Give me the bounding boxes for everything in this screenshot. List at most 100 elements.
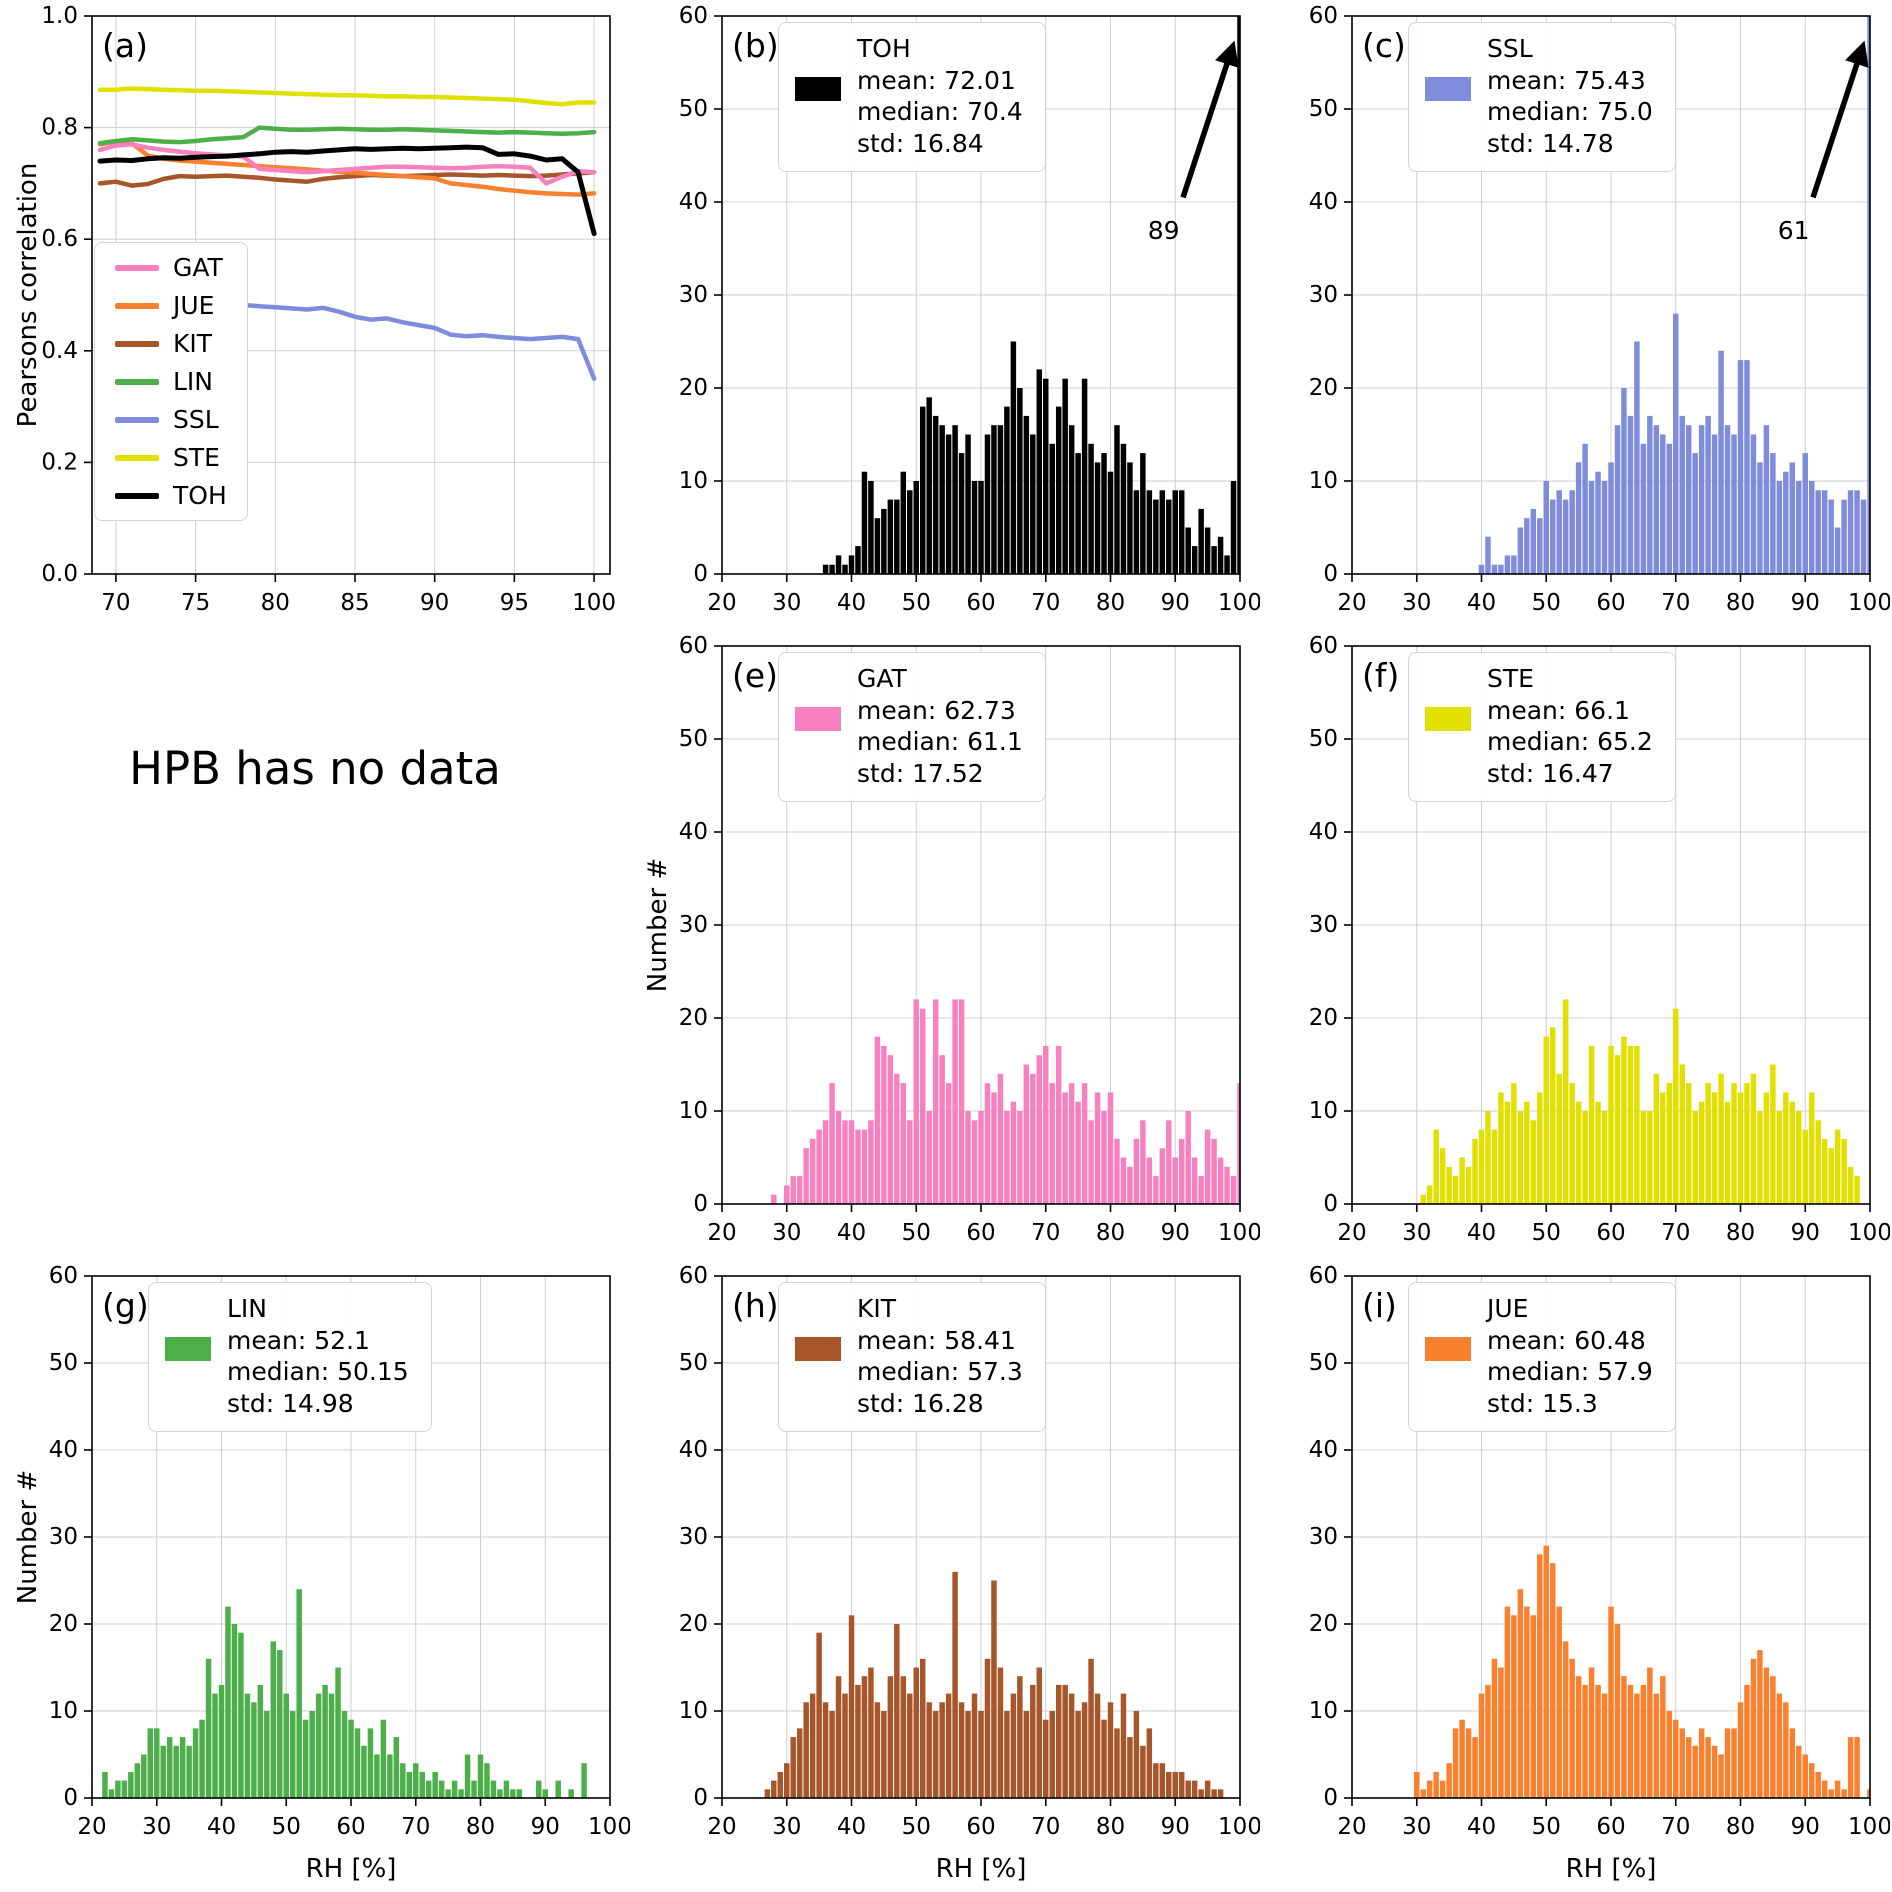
svg-text:50: 50 [1532,590,1561,616]
legend-mean: mean: 66.1 [1487,695,1630,725]
svg-text:40: 40 [679,189,708,215]
svg-text:75: 75 [181,590,210,616]
svg-text:20: 20 [77,1814,106,1840]
svg-text:30: 30 [1309,912,1338,938]
legend-median: median: 50.15 [227,1357,409,1386]
svg-text:40: 40 [679,1437,708,1463]
svg-text:60: 60 [1309,3,1338,29]
panel-g: 20 30 40 50 60 70 80 90 100 0 10 20 30 40 50 60 (g) Num… [0,1260,630,1890]
legend-line-swatch [115,340,159,347]
legend-label: SSL [173,405,219,434]
legend-median: median: 57.9 [1487,1357,1653,1386]
svg-text:100: 100 [1218,590,1260,616]
svg-text:50: 50 [1309,1350,1338,1376]
svg-text:100: 100 [1848,1814,1890,1840]
svg-text:40: 40 [207,1814,236,1840]
legend-line-swatch [115,454,159,461]
svg-text:40: 40 [49,1437,78,1463]
svg-text:0: 0 [1323,561,1338,587]
legend: TOH mean: 72.01 median: 70.4 std: 16.84 [778,22,1046,172]
svg-text:30: 30 [772,1220,801,1246]
svg-text:50: 50 [902,590,931,616]
svg-text:50: 50 [679,96,708,122]
svg-text:50: 50 [902,1220,931,1246]
legend-std: std: 17.52 [857,758,984,788]
svg-text:70: 70 [1661,590,1690,616]
legend-swatch [795,1337,841,1361]
svg-text:50: 50 [902,1814,931,1840]
svg-text:0.8: 0.8 [41,115,78,141]
svg-text:100: 100 [572,590,616,616]
svg-text:40: 40 [837,1814,866,1840]
legend-item-ste: STE [115,443,227,472]
svg-text:50: 50 [679,726,708,752]
svg-text:20: 20 [1337,1220,1366,1246]
histogram-ssl: 20 30 40 50 60 70 80 90 100 0 10 20 30 40 50 60 61 [1309,3,1890,616]
svg-text:80: 80 [1096,590,1125,616]
panel-c: 20 30 40 50 60 70 80 90 100 0 10 20 30 40 50 60 61 (c) S… [1260,0,1890,630]
svg-text:85: 85 [340,590,369,616]
legend-label: KIT [173,329,213,358]
legend-series-name: STE [1487,664,1534,693]
svg-text:50: 50 [1309,96,1338,122]
svg-text:60: 60 [1309,633,1338,659]
svg-text:10: 10 [679,1698,708,1724]
svg-text:90: 90 [531,1814,560,1840]
legend-series-name: KIT [857,1294,897,1323]
y-axis-label: Number # [643,857,673,993]
svg-text:100: 100 [1848,1220,1890,1246]
legend: LIN mean: 52.1 median: 50.15 std: 14.98 [148,1282,432,1432]
legend-mean: mean: 72.01 [857,65,1016,95]
svg-text:60: 60 [679,3,708,29]
legend-swatch [795,77,841,101]
panel-letter-i: (i) [1362,1286,1397,1325]
svg-text:50: 50 [679,1350,708,1376]
svg-text:100: 100 [1218,1220,1260,1246]
legend-swatch [165,1337,211,1361]
svg-text:10: 10 [1309,1698,1338,1724]
legend-mean: mean: 60.48 [1487,1325,1646,1355]
y-axis-label: Number # [13,1469,43,1605]
panel-letter-b: (b) [732,26,779,65]
svg-text:100: 100 [588,1814,630,1840]
legend-std: std: 14.78 [1487,128,1614,158]
svg-text:70: 70 [1031,1814,1060,1840]
panel-a: 70 75 80 85 90 95 100 0.0 0.2 0.4 0.6 0.8 1.0 (a) Pe… [0,0,630,630]
svg-text:80: 80 [466,1814,495,1840]
svg-text:30: 30 [1402,590,1431,616]
svg-text:90: 90 [1161,590,1190,616]
svg-text:80: 80 [1726,1814,1755,1840]
svg-text:0: 0 [1323,1191,1338,1217]
legend-median: median: 70.4 [857,97,1023,126]
panel-letter-g: (g) [102,1286,149,1325]
svg-text:10: 10 [679,468,708,494]
histogram-jue: 20 30 40 50 60 70 80 90 100 0 10 20 30 40 50 60 [1309,1263,1890,1840]
svg-text:40: 40 [1467,1220,1496,1246]
svg-text:0.4: 0.4 [41,338,78,364]
svg-text:60: 60 [1596,1814,1625,1840]
legend-mean: mean: 75.43 [1487,65,1646,95]
panel-b: 20 30 40 50 60 70 80 90 100 0 10 20 30 40 50 60 89 (b) T… [630,0,1260,630]
svg-text:70: 70 [1031,590,1060,616]
svg-text:30: 30 [1309,1524,1338,1550]
histogram-ste: 20 30 40 50 60 70 80 90 100 0 10 20 30 40 50 60 [1309,633,1890,1246]
no-data-message: HPB has no data [129,742,501,795]
svg-text:95: 95 [500,590,529,616]
svg-text:60: 60 [679,1263,708,1289]
svg-text:100: 100 [1848,590,1890,616]
svg-text:70: 70 [101,590,130,616]
svg-text:10: 10 [49,1698,78,1724]
svg-text:60: 60 [1596,590,1625,616]
legend-item-toh: TOH [115,481,227,510]
svg-text:40: 40 [1309,819,1338,845]
svg-text:50: 50 [1309,726,1338,752]
svg-text:80: 80 [1096,1814,1125,1840]
svg-text:30: 30 [142,1814,171,1840]
legend: JUE mean: 60.48 median: 57.9 std: 15.3 [1408,1282,1676,1432]
svg-text:80: 80 [261,590,290,616]
svg-text:90: 90 [1161,1814,1190,1840]
svg-text:30: 30 [679,282,708,308]
legend-series-name: LIN [227,1294,268,1323]
svg-text:20: 20 [679,1611,708,1637]
